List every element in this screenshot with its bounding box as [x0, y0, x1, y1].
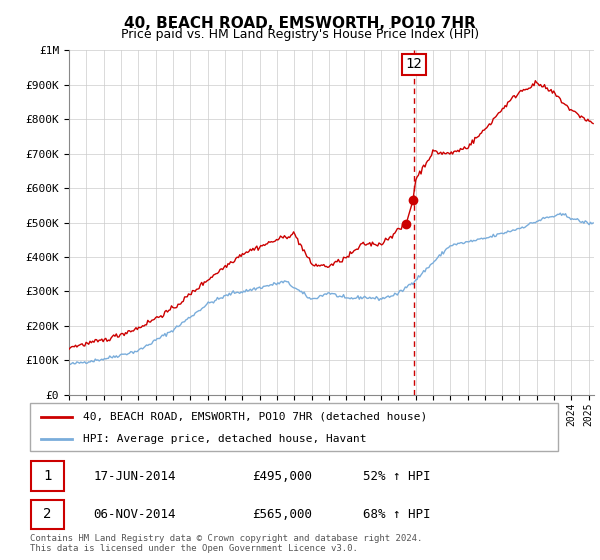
Text: 06-NOV-2014: 06-NOV-2014	[94, 508, 176, 521]
Text: 52% ↑ HPI: 52% ↑ HPI	[362, 470, 430, 483]
Text: 2: 2	[43, 507, 52, 521]
Text: 17-JUN-2014: 17-JUN-2014	[94, 470, 176, 483]
Text: 40, BEACH ROAD, EMSWORTH, PO10 7HR (detached house): 40, BEACH ROAD, EMSWORTH, PO10 7HR (deta…	[83, 412, 427, 422]
Text: HPI: Average price, detached house, Havant: HPI: Average price, detached house, Hava…	[83, 434, 366, 444]
Text: £495,000: £495,000	[252, 470, 312, 483]
Text: 40, BEACH ROAD, EMSWORTH, PO10 7HR: 40, BEACH ROAD, EMSWORTH, PO10 7HR	[124, 16, 476, 31]
Text: Price paid vs. HM Land Registry's House Price Index (HPI): Price paid vs. HM Land Registry's House …	[121, 28, 479, 41]
Bar	[31, 461, 64, 491]
Text: 12: 12	[406, 57, 422, 71]
Text: Contains HM Land Registry data © Crown copyright and database right 2024.
This d: Contains HM Land Registry data © Crown c…	[30, 534, 422, 553]
Text: 68% ↑ HPI: 68% ↑ HPI	[362, 508, 430, 521]
Text: £565,000: £565,000	[252, 508, 312, 521]
Bar	[31, 500, 64, 529]
Text: 1: 1	[43, 469, 52, 483]
